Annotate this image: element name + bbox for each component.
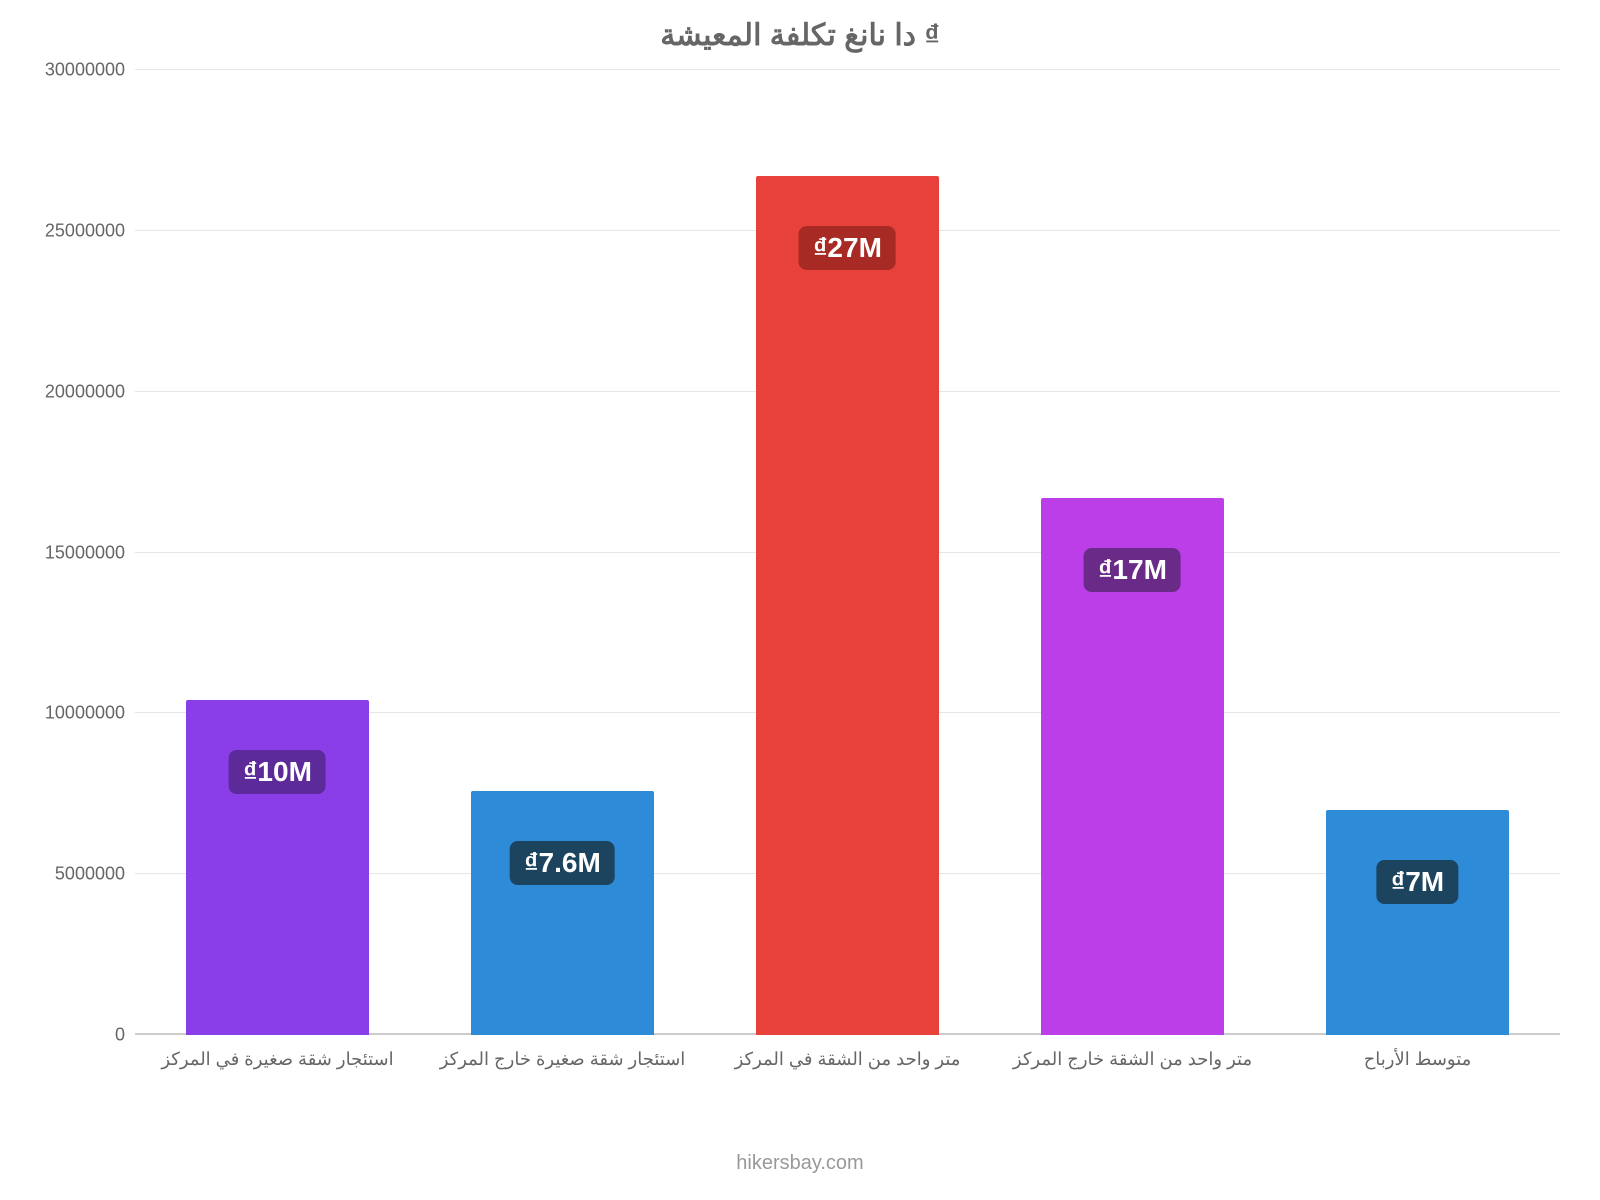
bar-value-badge: ₫7M <box>1377 860 1458 904</box>
bar-value-badge: ₫7.6M <box>510 841 615 885</box>
x-tick-label: متر واحد من الشقة خارج المركز <box>1013 1035 1252 1070</box>
y-tick-label: 10000000 <box>45 703 135 724</box>
x-tick-label: متوسط الأرباح <box>1364 1035 1472 1070</box>
y-tick-label: 25000000 <box>45 220 135 241</box>
bar: ₫7.6M <box>471 791 653 1035</box>
y-tick-label: 20000000 <box>45 381 135 402</box>
x-tick-label: استئجار شقة صغيرة في المركز <box>161 1035 393 1070</box>
bar: ₫10M <box>186 700 368 1035</box>
bar: ₫17M <box>1041 498 1223 1035</box>
y-tick-label: 15000000 <box>45 542 135 563</box>
bar: ₫27M <box>756 176 938 1035</box>
plot-area: 0500000010000000150000002000000025000000… <box>135 70 1560 1035</box>
chart-title: دا نانغ تكلفة المعيشة ₫ <box>0 18 1600 53</box>
gridline <box>135 69 1560 70</box>
y-tick-label: 30000000 <box>45 60 135 81</box>
y-tick-label: 0 <box>115 1025 135 1046</box>
x-tick-label: استئجار شقة صغيرة خارج المركز <box>440 1035 686 1070</box>
chart-container: دا نانغ تكلفة المعيشة ₫ 0500000010000000… <box>0 0 1600 1200</box>
bar-value-badge: ₫17M <box>1084 548 1181 592</box>
credit-text: hikersbay.com <box>0 1152 1600 1175</box>
bar-value-badge: ₫27M <box>799 226 896 270</box>
bar-value-badge: ₫10M <box>229 750 326 794</box>
bar: ₫7M <box>1326 810 1508 1035</box>
y-tick-label: 5000000 <box>55 864 135 885</box>
x-tick-label: متر واحد من الشقة في المركز <box>735 1035 961 1070</box>
